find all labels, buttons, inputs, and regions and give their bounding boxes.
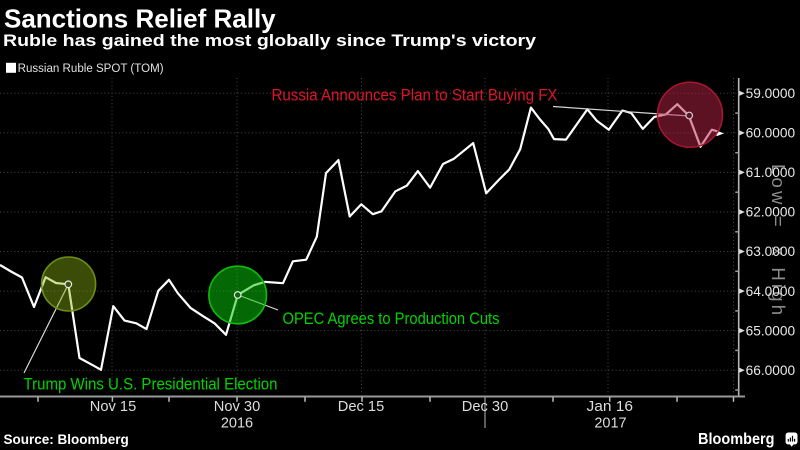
svg-text:60.0000: 60.0000 xyxy=(746,125,796,141)
svg-text:Bloomberg: Bloomberg xyxy=(698,431,775,448)
svg-text:66.0000: 66.0000 xyxy=(746,362,796,378)
svg-text:61.0000: 61.0000 xyxy=(746,164,796,180)
svg-text:65.0000: 65.0000 xyxy=(746,322,796,338)
svg-text:Low = x High: Low = x High xyxy=(768,164,789,318)
svg-text:Russia Announces Plan to Start: Russia Announces Plan to Start Buying FX xyxy=(272,86,558,104)
svg-text:Dec 15: Dec 15 xyxy=(338,399,385,415)
svg-text:Nov 30: Nov 30 xyxy=(214,399,261,415)
svg-text:Sanctions Relief Rally: Sanctions Relief Rally xyxy=(4,4,276,34)
svg-text:Source: Bloomberg: Source: Bloomberg xyxy=(4,432,129,447)
svg-text:OPEC Agrees to Production Cuts: OPEC Agrees to Production Cuts xyxy=(283,310,500,328)
svg-text:Jan 16: Jan 16 xyxy=(587,399,634,415)
svg-text:Dec 30: Dec 30 xyxy=(462,399,509,415)
svg-text:62.0000: 62.0000 xyxy=(746,204,796,220)
svg-text:59.0000: 59.0000 xyxy=(746,85,796,101)
svg-text:64.0000: 64.0000 xyxy=(746,283,796,299)
svg-text:63.0000: 63.0000 xyxy=(746,243,796,259)
svg-text:Nov 15: Nov 15 xyxy=(90,399,137,415)
svg-text:Russian Ruble SPOT (TOM): Russian Ruble SPOT (TOM) xyxy=(18,61,164,75)
svg-text:Ruble has gained the most glob: Ruble has gained the most globally since… xyxy=(3,31,537,50)
svg-text:2016: 2016 xyxy=(221,416,253,432)
svg-text:Trump Wins U.S. Presidential E: Trump Wins U.S. Presidential Election xyxy=(24,376,278,394)
svg-text:2017: 2017 xyxy=(594,416,626,432)
